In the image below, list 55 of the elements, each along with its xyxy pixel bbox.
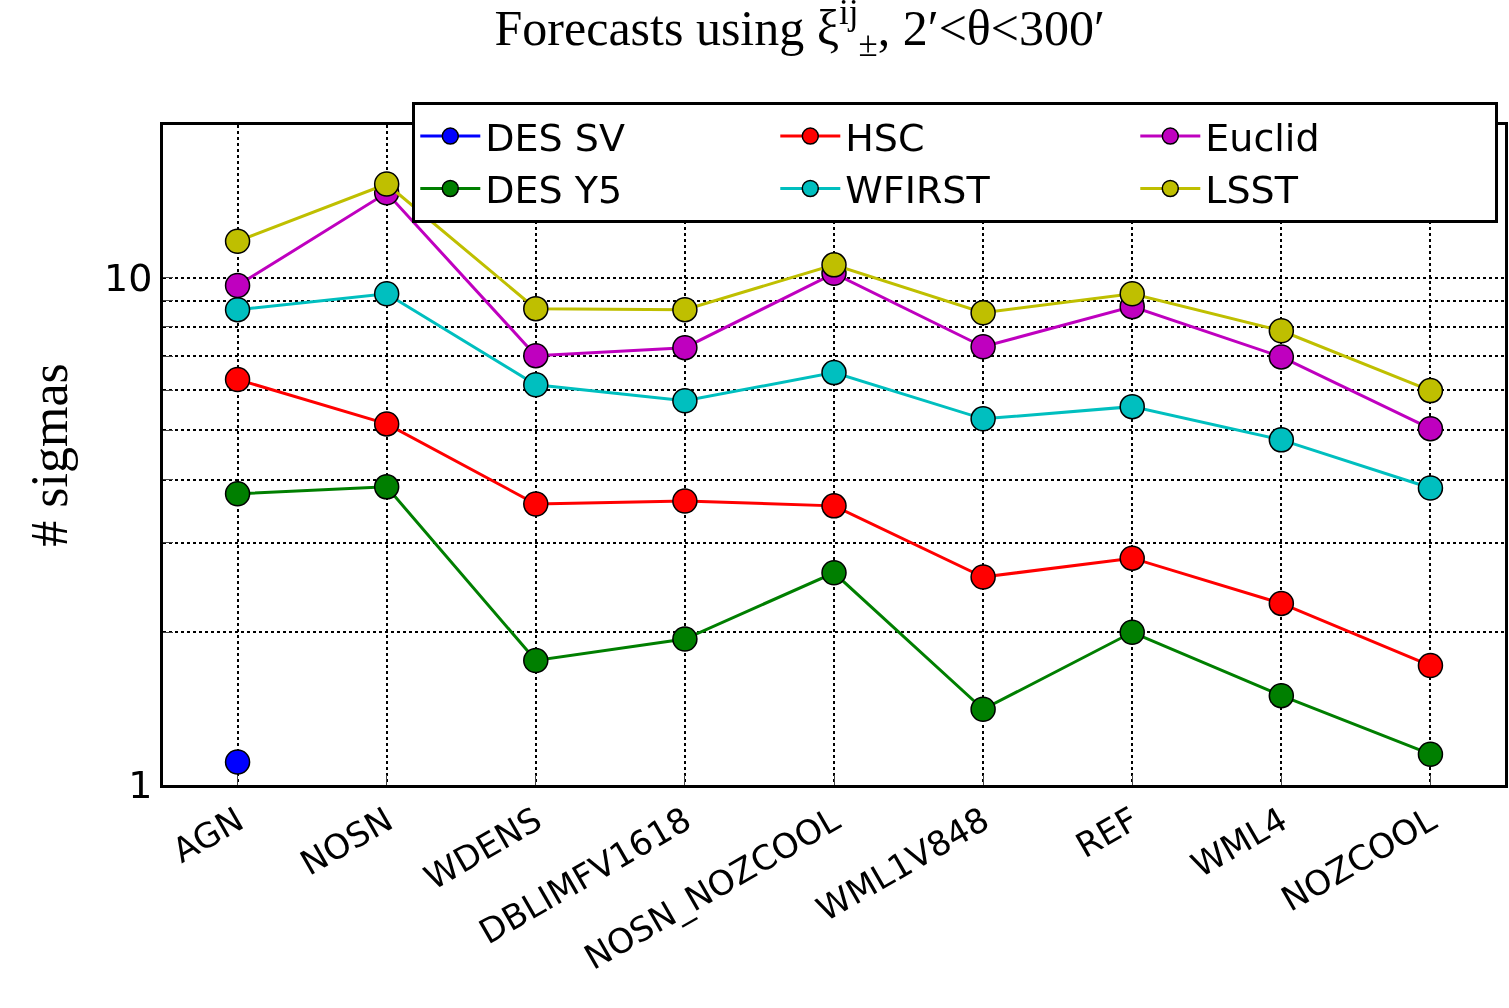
legend-label: WFIRST <box>845 168 991 213</box>
point <box>224 228 251 254</box>
point <box>1119 545 1145 571</box>
point <box>523 372 549 398</box>
point <box>1417 475 1444 501</box>
point <box>1268 318 1295 344</box>
point <box>970 299 996 326</box>
legend-label: LSST <box>1205 168 1299 213</box>
point <box>970 564 996 590</box>
point <box>672 488 698 514</box>
legend-label: HSC <box>845 115 925 160</box>
point <box>821 493 847 519</box>
point <box>672 626 698 652</box>
point <box>224 296 251 323</box>
point <box>1268 344 1295 370</box>
point <box>373 280 400 307</box>
point <box>1268 427 1295 453</box>
point <box>1119 280 1145 307</box>
point <box>224 749 251 775</box>
point <box>1417 652 1444 679</box>
x-tick-label: AGN <box>165 798 251 871</box>
point <box>970 696 996 723</box>
point <box>523 647 549 674</box>
point <box>224 272 251 299</box>
point <box>523 491 549 517</box>
point <box>970 333 996 360</box>
point <box>970 406 996 432</box>
point <box>373 411 400 437</box>
point <box>821 359 847 386</box>
point <box>523 342 549 369</box>
point <box>1119 619 1145 646</box>
y-axis-title: # sigmas <box>21 363 79 547</box>
point <box>672 388 698 414</box>
x-tick-label: REF <box>1068 798 1145 866</box>
point <box>373 171 400 197</box>
point <box>1417 377 1444 404</box>
legend-label: DES Y5 <box>485 168 623 213</box>
point <box>821 252 847 278</box>
legend-label: Euclid <box>1205 115 1320 160</box>
point <box>1268 682 1295 709</box>
y-tick-label: 10 <box>104 256 153 301</box>
point <box>1268 590 1295 617</box>
point <box>224 366 251 393</box>
point <box>1119 393 1145 420</box>
legend-label: DES SV <box>485 115 625 160</box>
point <box>373 474 400 500</box>
point <box>1417 415 1444 442</box>
point <box>224 481 251 507</box>
chart-title: Forecasts using ξ$^{ij}$$_{±}$, 2′<θ<300′ <box>494 0 1105 64</box>
point <box>1417 741 1444 767</box>
point <box>672 296 698 323</box>
point <box>672 334 698 361</box>
point <box>523 295 549 322</box>
y-tick-label: 1 <box>128 763 153 808</box>
point <box>821 560 847 586</box>
